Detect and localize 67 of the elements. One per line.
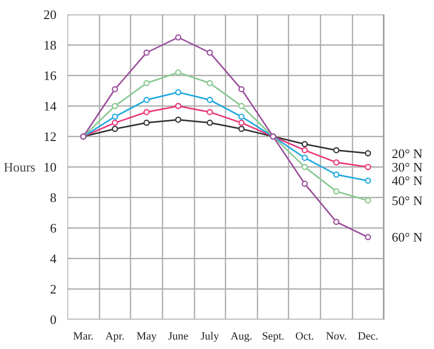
y-tick-label: 6	[50, 220, 57, 236]
point	[364, 197, 372, 204]
point	[206, 80, 213, 86]
point	[175, 69, 182, 76]
y-tick-label: 2	[50, 282, 56, 296]
y-tick-label: 8	[50, 190, 56, 205]
series-label: 30° N	[392, 160, 424, 174]
point	[175, 34, 182, 40]
point	[238, 126, 245, 132]
x-tick-label: Aug.	[230, 330, 253, 342]
point	[112, 86, 118, 92]
point	[112, 126, 118, 132]
series-label: 60° N	[392, 230, 424, 245]
point	[206, 96, 213, 103]
point	[238, 114, 245, 120]
x-tick-label: Sept.	[262, 330, 284, 342]
x-tick-label: Dec.	[358, 330, 378, 342]
point	[112, 120, 118, 126]
x-tick-label: July	[200, 330, 220, 342]
y-tick-label: 0	[50, 312, 56, 327]
y-tick-label: 14	[44, 98, 57, 114]
series-label: 40° N	[392, 173, 424, 188]
point	[175, 102, 182, 110]
point	[112, 114, 118, 120]
point	[206, 109, 213, 116]
x-tick-label: June	[168, 330, 188, 342]
y-tick-label: 10	[44, 160, 56, 174]
point	[364, 150, 372, 156]
point	[238, 86, 245, 92]
point	[238, 120, 245, 126]
point	[175, 116, 182, 123]
point	[364, 164, 372, 170]
point	[333, 172, 340, 178]
point	[238, 102, 245, 110]
point	[175, 89, 182, 96]
point	[112, 102, 118, 110]
y-axis-title: Hours	[4, 160, 36, 174]
point	[302, 180, 308, 187]
point	[302, 141, 308, 148]
x-tick-label: Nov.	[326, 330, 348, 342]
y-tick-label: 16	[44, 68, 57, 83]
y-tick-label: 12	[44, 129, 56, 144]
point	[333, 218, 340, 225]
y-tick-label: 4	[50, 251, 57, 266]
point	[333, 188, 340, 194]
point	[143, 80, 150, 86]
point	[143, 120, 150, 126]
series-label: 50° N	[392, 193, 424, 208]
point	[206, 50, 213, 56]
y-tick-label: 18	[44, 38, 56, 52]
point	[302, 154, 308, 161]
x-tick-label: May	[136, 330, 158, 342]
point	[333, 147, 340, 154]
point	[302, 147, 308, 154]
point	[302, 164, 308, 170]
x-tick-label: Mar.	[73, 330, 94, 342]
y-tick-label: 20	[44, 7, 56, 22]
point	[143, 96, 150, 103]
point	[143, 50, 150, 56]
x-tick-label: Oct.	[295, 330, 314, 342]
x-tick-label: Apr.	[105, 330, 125, 342]
point	[364, 234, 372, 240]
point	[143, 109, 150, 116]
point	[364, 178, 372, 184]
series-label: 20° N	[392, 146, 424, 161]
point	[206, 120, 213, 126]
point	[333, 159, 340, 166]
